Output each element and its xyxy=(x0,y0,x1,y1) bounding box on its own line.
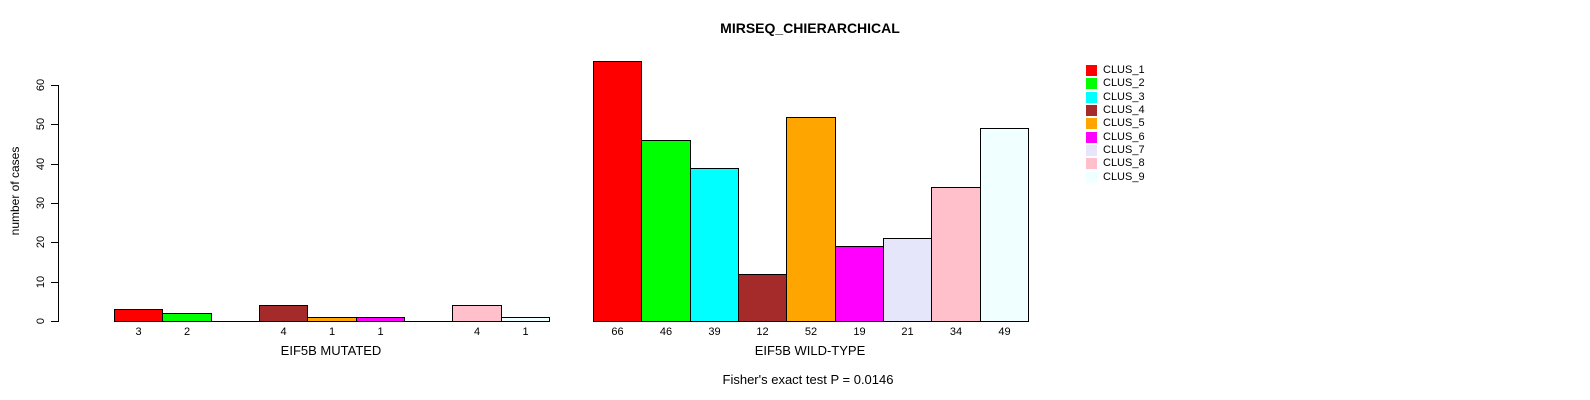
bar-wild-type-clus-4 xyxy=(738,274,787,322)
y-tick-label-20: 20 xyxy=(35,235,47,249)
legend-swatch-clus-9 xyxy=(1086,171,1097,183)
bar-value-mutated-clus-8: 4 xyxy=(473,326,481,338)
legend-item-clus-8: CLUS_8 xyxy=(1086,157,1145,169)
bar-mutated-clus-2 xyxy=(162,313,212,322)
bar-wild-type-clus-1 xyxy=(593,61,642,322)
bar-value-mutated-clus-2: 2 xyxy=(183,326,191,338)
y-tick-20 xyxy=(51,242,58,243)
legend-label-clus-7: CLUS_7 xyxy=(1103,143,1145,156)
bar-value-mutated-clus-5: 1 xyxy=(328,326,336,338)
y-tick-0 xyxy=(51,321,58,322)
chart-title: MIRSEQ_CHIERARCHICAL xyxy=(720,20,900,36)
bar-value-wild-type-clus-3: 39 xyxy=(708,326,721,338)
legend-item-clus-4: CLUS_4 xyxy=(1086,104,1145,116)
bar-wild-type-clus-6 xyxy=(835,246,884,322)
bar-wild-type-clus-8 xyxy=(931,187,981,322)
bar-mutated-clus-3-zero xyxy=(211,321,260,322)
y-tick-label-50: 50 xyxy=(35,117,47,131)
bar-value-wild-type-clus-6: 19 xyxy=(853,326,866,338)
legend-swatch-clus-8 xyxy=(1086,157,1097,169)
y-axis-line xyxy=(58,85,59,322)
legend-swatch-clus-3 xyxy=(1086,91,1097,103)
y-tick-label-40: 40 xyxy=(35,157,47,171)
legend-swatch-clus-6 xyxy=(1086,131,1097,143)
bar-mutated-clus-9 xyxy=(501,317,550,322)
bar-mutated-clus-7-zero xyxy=(404,321,453,322)
bar-mutated-clus-8 xyxy=(452,305,502,322)
bar-mutated-clus-5 xyxy=(307,317,357,322)
legend-item-clus-6: CLUS_6 xyxy=(1086,131,1145,143)
bar-value-wild-type-clus-8: 34 xyxy=(949,326,963,338)
bar-value-mutated-clus-4: 4 xyxy=(280,326,287,338)
bar-value-wild-type-clus-1: 66 xyxy=(611,326,624,338)
legend-label-clus-8: CLUS_8 xyxy=(1103,156,1145,169)
bar-value-wild-type-clus-4: 12 xyxy=(756,326,769,338)
legend-label-clus-3: CLUS_3 xyxy=(1103,90,1145,103)
legend-item-clus-7: CLUS_7 xyxy=(1086,144,1145,156)
legend-swatch-clus-5 xyxy=(1086,117,1097,129)
bar-value-wild-type-clus-7: 21 xyxy=(901,326,914,338)
legend-item-clus-1: CLUS_1 xyxy=(1086,64,1145,76)
y-tick-30 xyxy=(51,203,58,204)
legend-label-clus-6: CLUS_6 xyxy=(1103,130,1145,143)
bar-wild-type-clus-9 xyxy=(980,128,1029,322)
legend-label-clus-4: CLUS_4 xyxy=(1103,103,1145,116)
y-tick-50 xyxy=(51,124,58,125)
bar-value-mutated-clus-1: 3 xyxy=(135,326,142,338)
y-tick-10 xyxy=(51,282,58,283)
y-axis-label: number of cases xyxy=(8,146,22,236)
bar-wild-type-clus-7 xyxy=(883,238,932,322)
bar-value-wild-type-clus-5: 52 xyxy=(804,326,818,338)
legend-item-clus-3: CLUS_3 xyxy=(1086,91,1145,103)
bar-value-wild-type-clus-9: 49 xyxy=(998,326,1011,338)
y-tick-label-60: 60 xyxy=(35,78,47,92)
bar-wild-type-clus-2 xyxy=(641,140,691,322)
y-tick-60 xyxy=(51,85,58,86)
bar-value-mutated-clus-6: 1 xyxy=(377,326,384,338)
legend-label-clus-1: CLUS_1 xyxy=(1103,63,1145,76)
bar-value-wild-type-clus-2: 46 xyxy=(659,326,673,338)
legend-swatch-clus-7 xyxy=(1086,144,1097,156)
bar-wild-type-clus-3 xyxy=(690,168,739,322)
annotation-fisher-test: Fisher's exact test P = 0.0146 xyxy=(722,372,894,387)
legend-item-clus-9: CLUS_9 xyxy=(1086,171,1145,183)
legend-item-clus-2: CLUS_2 xyxy=(1086,77,1145,89)
bar-wild-type-clus-5 xyxy=(786,117,836,322)
y-tick-label-30: 30 xyxy=(35,196,47,210)
bar-mutated-clus-4 xyxy=(259,305,308,322)
x-axis-label-mutated: EIF5B MUTATED xyxy=(280,343,382,358)
legend-swatch-clus-2 xyxy=(1086,77,1097,89)
y-tick-40 xyxy=(51,164,58,165)
legend-swatch-clus-4 xyxy=(1086,104,1097,116)
bar-value-mutated-clus-9: 1 xyxy=(522,326,529,338)
legend-label-clus-5: CLUS_5 xyxy=(1103,116,1145,129)
x-axis-label-wild-type: EIF5B WILD-TYPE xyxy=(754,343,866,358)
y-tick-label-0: 0 xyxy=(35,317,47,325)
legend-swatch-clus-1 xyxy=(1086,64,1097,76)
legend-label-clus-9: CLUS_9 xyxy=(1103,170,1145,183)
legend-label-clus-2: CLUS_2 xyxy=(1103,76,1145,89)
bar-mutated-clus-1 xyxy=(114,309,163,322)
bar-mutated-clus-6 xyxy=(356,317,405,322)
legend-item-clus-5: CLUS_5 xyxy=(1086,117,1145,129)
y-tick-label-10: 10 xyxy=(35,275,47,289)
